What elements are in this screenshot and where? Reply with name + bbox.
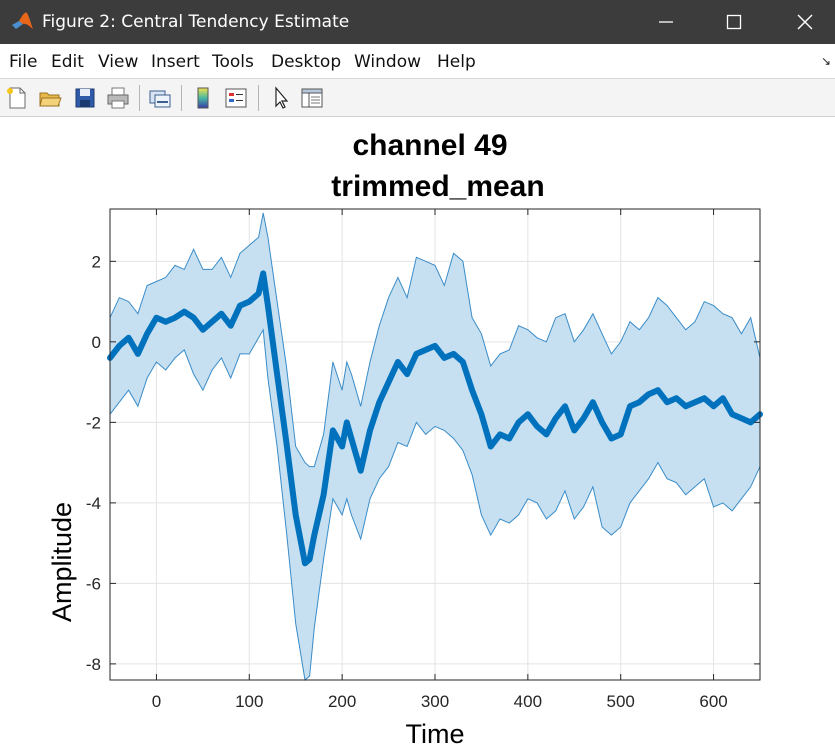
save-button[interactable] <box>72 83 98 111</box>
axes <box>109 208 761 681</box>
central-tendency-line <box>107 270 763 567</box>
colorbar-icon <box>197 87 209 109</box>
menu-view[interactable]: View <box>98 52 139 72</box>
toolbar-separator <box>139 85 140 111</box>
y-tick-label: -8 <box>86 655 101 674</box>
close-button[interactable] <box>782 0 828 44</box>
central-line <box>107 270 763 567</box>
window-title: Figure 2: Central Tendency Estimate <box>42 12 350 32</box>
x-axis-label: Time <box>406 719 465 749</box>
open-file-icon <box>39 92 62 107</box>
y-axis-label: Amplitude <box>47 502 77 622</box>
figure-canvas: channel 49 trimmed_mean 0 100 200 300 400 500… <box>0 117 835 749</box>
menu-file[interactable]: File <box>9 52 38 72</box>
tick-labels: 0 100 200 300 400 500 600 -8 -6 -4 -2 0 2 <box>86 252 728 711</box>
y-tick-label: 0 <box>92 333 101 352</box>
lower-bound-line <box>109 328 761 681</box>
menu-insert[interactable]: Insert <box>151 52 200 72</box>
matlab-logo-icon <box>10 10 34 34</box>
x-tick-label: 200 <box>328 692 356 711</box>
colorbar-button[interactable] <box>190 83 216 111</box>
link-plot-icon <box>149 90 171 108</box>
new-figure-icon <box>7 87 26 109</box>
maximize-icon <box>726 14 742 30</box>
menu-tools[interactable]: Tools <box>212 52 254 72</box>
window-titlebar: Figure 2: Central Tendency Estimate <box>0 0 835 44</box>
menu-desktop[interactable]: Desktop <box>271 52 342 72</box>
y-tick-label: -2 <box>86 413 101 432</box>
new-figure-button[interactable] <box>4 83 30 111</box>
toolbar-separator <box>181 85 182 111</box>
edit-plot-button[interactable] <box>268 83 294 111</box>
open-file-button[interactable] <box>37 83 63 111</box>
toolbar-separator <box>258 85 259 111</box>
x-tick-label: 300 <box>421 692 449 711</box>
print-icon <box>107 87 129 109</box>
minimize-icon <box>659 21 673 23</box>
link-plot-button[interactable] <box>147 83 173 111</box>
upper-bound-line <box>109 212 761 468</box>
minimize-button[interactable] <box>643 0 689 44</box>
y-tick-label: 2 <box>92 252 101 271</box>
close-icon <box>797 14 813 30</box>
legend-icon <box>225 88 247 108</box>
menu-bar: File Edit View Insert Tools Desktop Wind… <box>0 44 835 79</box>
menu-window[interactable]: Window <box>354 52 422 72</box>
chart-title: channel 49 <box>352 129 507 162</box>
print-button[interactable] <box>105 83 131 111</box>
x-tick-label: 100 <box>235 692 263 711</box>
legend-button[interactable] <box>223 83 249 111</box>
chart-subtitle: trimmed_mean <box>331 170 544 203</box>
figure-toolbar <box>0 79 835 117</box>
property-inspector-button[interactable] <box>299 83 325 111</box>
y-tick-label: -6 <box>86 574 101 593</box>
edit-plot-pointer-icon <box>275 86 289 109</box>
x-tick-label: 600 <box>699 692 727 711</box>
x-tick-label: 500 <box>607 692 635 711</box>
y-tick-label: -4 <box>86 494 101 513</box>
menu-edit[interactable]: Edit <box>51 52 84 72</box>
maximize-button[interactable] <box>711 0 757 44</box>
menu-overflow-arrow-icon[interactable]: ↘ <box>820 54 831 68</box>
property-inspector-icon <box>301 88 323 108</box>
x-tick-label: 400 <box>514 692 542 711</box>
x-tick-label: 0 <box>152 692 161 711</box>
save-icon <box>75 88 95 108</box>
menu-help[interactable]: Help <box>437 52 476 72</box>
